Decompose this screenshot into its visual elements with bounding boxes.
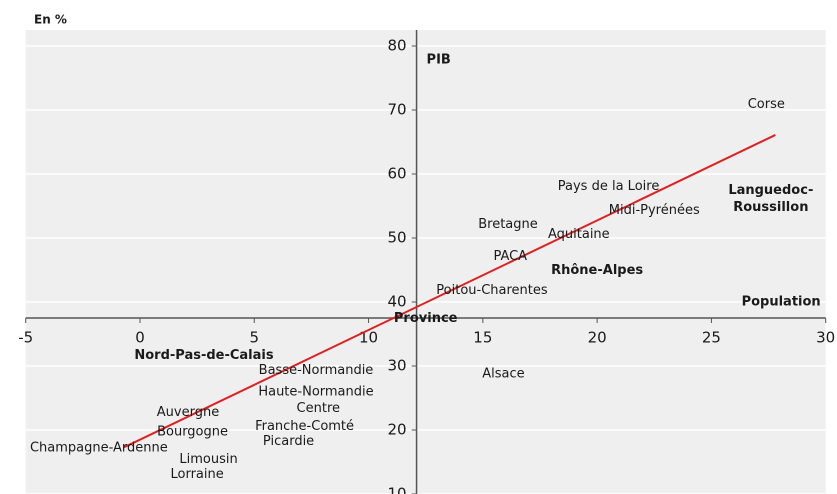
point-label-text: Centre [297, 401, 340, 416]
chart-title: En % [34, 13, 67, 27]
point-label: Auvergne [157, 405, 219, 420]
x-tick-label: 10 [359, 329, 378, 347]
point-label-text: Nord-Pas-de-Calais [134, 348, 274, 363]
point-label-text: Auvergne [157, 405, 219, 420]
point-label: Centre [297, 401, 340, 416]
y-tick-label: 60 [387, 165, 406, 183]
y-tick-label: 20 [387, 421, 406, 439]
x-tick-label: 15 [473, 329, 492, 347]
point-label: Limousin [179, 451, 237, 466]
point-label-text: Province [394, 311, 458, 326]
x-tick-label: 20 [588, 329, 607, 347]
trendline [123, 134, 776, 449]
point-label: Aquitaine [548, 227, 610, 242]
point-label-text: Franche-Comté [255, 419, 354, 434]
plot-background [25, 30, 826, 494]
point-label-text: Rhône-Alpes [551, 263, 643, 278]
point-label: Rhône-Alpes [551, 263, 643, 278]
y-tick-label: 70 [387, 101, 406, 119]
y-tick-label: 80 [387, 37, 406, 55]
point-label: Pays de la Loire [558, 179, 660, 194]
point-label-line: Languedoc- [728, 183, 813, 198]
x-tick-label: 30 [816, 329, 835, 347]
point-label-text: Corse [748, 97, 785, 112]
point-label: Corse [748, 97, 785, 112]
point-label-text: Picardie [263, 433, 314, 448]
point-label-text: Haute-Normandie [258, 384, 373, 399]
point-label: Franche-Comté [255, 419, 354, 434]
y-tick-label: 40 [387, 293, 406, 311]
y-tick-label: 50 [387, 229, 406, 247]
point-label: Picardie [263, 433, 314, 448]
point-label-text: Midi-Pyrénées [609, 202, 700, 217]
point-label: Bretagne [478, 216, 538, 231]
point-label-text: Bretagne [478, 216, 538, 231]
point-label: Champagne-Ardenne [30, 440, 168, 455]
point-label-text: PACA [493, 248, 527, 263]
point-label-text: Lorraine [171, 467, 224, 482]
point-label: Bourgogne [157, 424, 228, 439]
point-label-text: Pays de la Loire [558, 179, 660, 194]
point-label-text: Bourgogne [157, 424, 228, 439]
point-label: Haute-Normandie [258, 384, 373, 399]
point-label-text: Alsace [482, 366, 524, 381]
point-label: Alsace [482, 366, 524, 381]
y-axis-label: PIB [427, 53, 451, 68]
x-tick-label: 0 [135, 329, 145, 347]
point-label-line: Roussillon [733, 200, 808, 215]
y-tick-label: 10 [387, 485, 406, 494]
x-axis-label: Population [742, 295, 821, 310]
point-label-text: Limousin [179, 451, 237, 466]
x-tick-label: 25 [702, 329, 721, 347]
point-label-text: Poitou-Charentes [436, 282, 548, 297]
point-label: Lorraine [171, 467, 224, 482]
x-tick-label: 5 [249, 329, 259, 347]
point-label: Province [394, 311, 458, 326]
point-label: Poitou-Charentes [436, 282, 548, 297]
y-tick-label: 30 [387, 357, 406, 375]
point-label: Midi-Pyrénées [609, 202, 700, 217]
point-label: Languedoc- Roussillon [728, 183, 813, 215]
point-label: Basse-Normandie [259, 362, 374, 377]
point-label: Nord-Pas-de-Calais [134, 348, 274, 363]
x-tick-label: -5 [18, 329, 33, 347]
point-label-text: Champagne-Ardenne [30, 440, 168, 455]
point-label-text: Basse-Normandie [259, 362, 374, 377]
point-label: PACA [493, 248, 527, 263]
point-label-text: Languedoc- Roussillon [728, 183, 813, 215]
point-label-text: Aquitaine [548, 227, 610, 242]
